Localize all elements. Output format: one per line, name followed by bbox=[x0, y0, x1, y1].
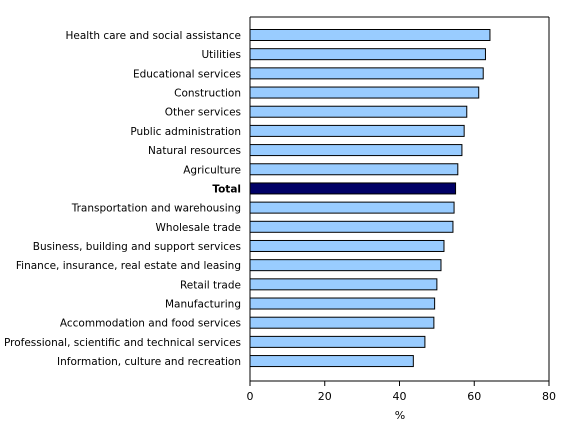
bar-other-services bbox=[249, 105, 468, 118]
bar-professional-scientific-and-technical-services bbox=[249, 335, 426, 348]
bar-accommodation-and-food-services bbox=[249, 316, 435, 329]
category-label: Utilities bbox=[201, 49, 241, 61]
category-label: Total bbox=[212, 183, 241, 195]
category-label: Health care and social assistance bbox=[66, 30, 241, 42]
bar-wholesale-trade bbox=[249, 220, 454, 233]
category-label: Information, culture and recreation bbox=[57, 356, 241, 368]
category-label: Construction bbox=[174, 88, 241, 100]
category-label: Retail trade bbox=[180, 279, 241, 291]
bar-retail-trade bbox=[249, 278, 438, 291]
category-label: Business, building and support services bbox=[33, 241, 241, 253]
bar-utilities bbox=[249, 48, 486, 61]
x-axis: 0 20 40 60 80 bbox=[247, 16, 556, 403]
category-label: Wholesale trade bbox=[156, 222, 241, 234]
bar-agriculture bbox=[249, 163, 459, 176]
category-label: Public administration bbox=[130, 126, 241, 138]
bar-finance-insurance-real-estate-and-leasing bbox=[249, 259, 442, 272]
bar-construction bbox=[249, 86, 480, 99]
x-tick-label: 80 bbox=[542, 390, 556, 403]
category-label: Agriculture bbox=[183, 164, 241, 176]
bar-natural-resources bbox=[249, 144, 463, 157]
category-label: Educational services bbox=[133, 68, 241, 80]
x-tick-label: 40 bbox=[393, 390, 407, 403]
bars bbox=[249, 29, 491, 368]
bar-business-building-and-support-services bbox=[249, 239, 445, 252]
bar-educational-services bbox=[249, 67, 484, 80]
x-tick-label: 20 bbox=[318, 390, 332, 403]
category-label: Transportation and warehousing bbox=[71, 203, 241, 215]
category-label: Manufacturing bbox=[165, 299, 241, 311]
category-labels: Health care and social assistance Utiliti… bbox=[4, 30, 241, 368]
bar-transportation-and-warehousing bbox=[249, 201, 455, 214]
category-label: Natural resources bbox=[148, 145, 241, 157]
bar-total bbox=[249, 182, 457, 195]
x-tick-label: 0 bbox=[247, 390, 254, 403]
bar-information-culture-and-recreation bbox=[249, 355, 414, 368]
bar-manufacturing bbox=[249, 297, 436, 310]
category-label: Professional, scientific and technical s… bbox=[4, 337, 241, 349]
category-label: Accommodation and food services bbox=[60, 318, 241, 330]
category-label: Finance, insurance, real estate and leas… bbox=[16, 260, 241, 272]
category-label: Other services bbox=[165, 107, 241, 119]
x-axis-title: % bbox=[395, 409, 405, 422]
bar-public-administration bbox=[249, 124, 465, 137]
x-tick-label: 60 bbox=[467, 390, 481, 403]
bar-health-care-and-social-assistance bbox=[249, 29, 491, 41]
